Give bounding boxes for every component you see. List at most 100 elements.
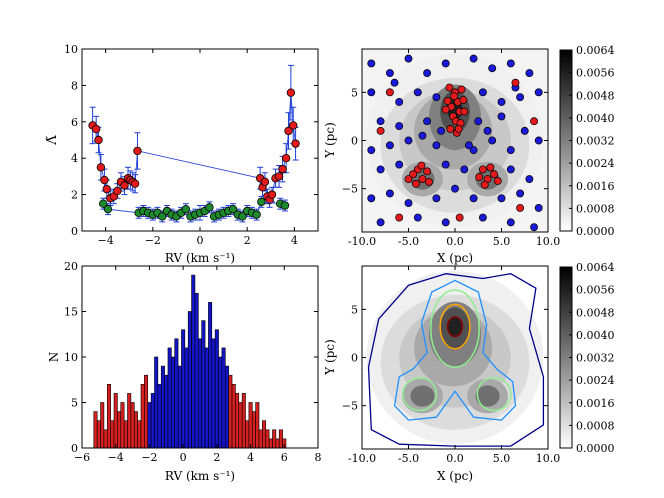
scatter-point (530, 223, 539, 232)
data-point (113, 186, 122, 196)
x-tick-label: 8 (315, 451, 322, 464)
colorbar-tick-label: 0.0016 (576, 180, 615, 193)
scatter-point (385, 88, 394, 97)
data-point (91, 124, 101, 134)
scatter-point (376, 218, 385, 227)
x-tick-label: −4 (97, 234, 113, 247)
histogram-bar (214, 329, 219, 448)
scatter-point (520, 126, 529, 135)
scatter-point (506, 165, 515, 174)
histogram-bar (258, 429, 263, 448)
histogram-bar (187, 311, 192, 448)
histogram-bar (93, 411, 98, 448)
histogram-bar (255, 402, 260, 448)
scatter-point (445, 83, 454, 92)
scatter-point (404, 54, 413, 63)
histogram-bar (137, 420, 142, 448)
histogram-bar (201, 320, 206, 448)
colorbar-tick-label: 0.0040 (576, 112, 615, 125)
x-tick-label: 10.0 (536, 452, 561, 465)
scatter-point (534, 88, 543, 97)
data-point (278, 164, 287, 174)
scatter-point (497, 194, 506, 203)
data-point (260, 177, 270, 187)
scatter-point (441, 160, 450, 169)
data-point (100, 175, 109, 185)
histogram-bar (198, 338, 202, 448)
scatter-point (432, 194, 441, 203)
scatter-point (423, 69, 432, 78)
histogram-bar (184, 347, 189, 448)
density-level (447, 316, 463, 338)
histogram-bar (147, 402, 152, 448)
histogram-bar (228, 374, 233, 448)
data-point (181, 204, 191, 214)
scatter-point (441, 218, 450, 227)
x-tick-label: −2 (141, 451, 157, 464)
data-point (94, 135, 103, 145)
scatter-point (417, 161, 426, 170)
histogram-bar (231, 383, 236, 448)
colorbar-tick-label: 0.0056 (576, 67, 615, 80)
x-axis-label: RV (km s⁻¹) (165, 469, 235, 483)
histogram-bar (167, 347, 172, 448)
scatter-point (486, 163, 495, 172)
scatter-point (437, 126, 445, 135)
y-tick-label: 0 (351, 135, 358, 148)
data-point (99, 199, 108, 208)
x-tick-label: -5.0 (398, 452, 419, 465)
scatter-point (516, 203, 525, 212)
colorbar-tick-label: 0.0016 (576, 397, 615, 410)
y-tick-label: 6 (71, 116, 78, 129)
x-tick-label: -5.0 (398, 235, 419, 248)
histogram-bar (194, 292, 199, 448)
y-axis-label: N (47, 352, 61, 363)
histogram-bar (235, 393, 240, 448)
colorbar-tick-label: 0.0048 (576, 89, 615, 102)
colorbar: 0.0000 0.0008 0.0016 0.0024 0.0032 0.0040 0.00… (559, 44, 615, 238)
histogram-bar (117, 411, 122, 448)
scatter-point (404, 175, 413, 183)
scatter-point (443, 97, 452, 105)
scatter-point (423, 117, 432, 126)
histogram-bar (96, 420, 101, 448)
scatter-point (395, 160, 404, 169)
x-axis-label: RV (km s⁻¹) (165, 251, 235, 265)
scatter-point (457, 85, 466, 94)
colorbar-tick-label: 0.0064 (576, 261, 615, 274)
y-axis-label: Y (pc) (323, 122, 337, 159)
histogram-bar (248, 402, 253, 448)
scatter-point (425, 177, 433, 186)
histogram-bar (208, 302, 213, 448)
scatter-point (454, 124, 463, 133)
histogram-bar (275, 438, 280, 448)
y-tick-label: 0 (351, 352, 358, 365)
scatter-point (441, 59, 450, 68)
scatter-point (469, 146, 478, 155)
panel-density-contours: -10.0 -5.0 0.0 5.0 10.0 −5 0 5 X (pc) Y (pc) 0.… (323, 261, 615, 483)
x-tick-label: 10.0 (536, 235, 561, 248)
scatter-point (530, 117, 539, 126)
y-tick-label: 10 (64, 351, 78, 364)
histogram-bar (241, 393, 246, 448)
y-axis-label: Y (pc) (323, 339, 337, 376)
panel-spatial-scatter: -10.0 -5.0 0.0 5.0 10.0 −5 0 5 X (pc) Y (pc) 0.… (323, 44, 615, 265)
scatter-point (506, 59, 515, 68)
scatter-point (459, 96, 468, 104)
histogram-bar (272, 429, 277, 448)
x-tick-label: -10.0 (348, 452, 376, 465)
scatter-point (478, 213, 487, 222)
x-tick-label: 0.0 (446, 452, 464, 465)
data-point (257, 197, 266, 207)
scatter-point (497, 98, 506, 106)
scatter-point (446, 124, 455, 133)
histogram-bar (204, 347, 209, 448)
y-tick-label: 15 (64, 306, 78, 319)
colorbar-tick-label: 0.0056 (576, 284, 615, 297)
scatter-point (474, 117, 483, 126)
scatter-point (376, 165, 385, 174)
scatter-point (432, 141, 441, 150)
colorbar-tick-label: 0.0048 (576, 306, 615, 319)
scatter-point (385, 141, 394, 150)
